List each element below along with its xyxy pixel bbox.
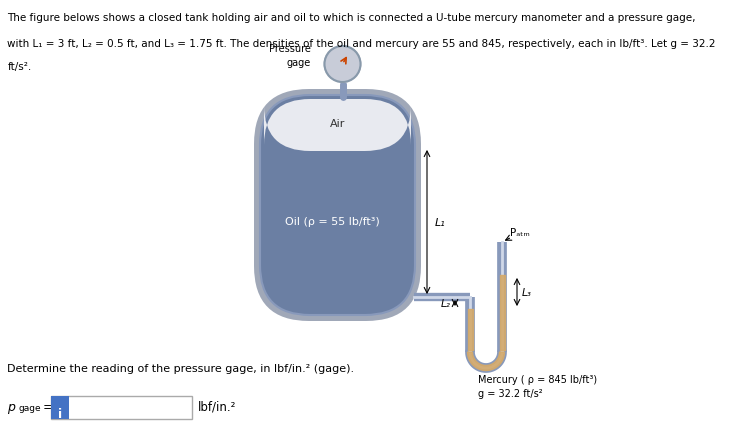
Circle shape xyxy=(325,47,360,83)
Text: Oil (ρ = 55 lb/ft³): Oil (ρ = 55 lb/ft³) xyxy=(285,216,380,227)
FancyBboxPatch shape xyxy=(260,96,415,315)
Text: i: i xyxy=(58,407,62,420)
Text: Mercury ( ρ = 845 lb/ft³)
g = 32.2 ft/s²: Mercury ( ρ = 845 lb/ft³) g = 32.2 ft/s² xyxy=(478,374,597,398)
Text: ft/s².: ft/s². xyxy=(7,62,32,72)
Text: p: p xyxy=(7,400,16,413)
Text: =: = xyxy=(43,400,53,413)
FancyBboxPatch shape xyxy=(254,90,421,321)
Text: Determine the reading of the pressure gage, in lbf/in.² (gage).: Determine the reading of the pressure ga… xyxy=(7,363,354,373)
Text: L₃: L₃ xyxy=(522,287,532,297)
Text: Pₐₜₘ: Pₐₜₘ xyxy=(510,227,530,237)
Polygon shape xyxy=(468,352,504,371)
Text: with L₁ = 3 ft, L₂ = 0.5 ft, and L₃ = 1.75 ft. The densities of the oil and merc: with L₁ = 3 ft, L₂ = 0.5 ft, and L₃ = 1.… xyxy=(7,39,716,49)
Text: L₂: L₂ xyxy=(441,298,451,308)
Text: The figure belows shows a closed tank holding air and oil to which is connected : The figure belows shows a closed tank ho… xyxy=(7,13,696,23)
Text: L₁: L₁ xyxy=(435,218,446,227)
Text: lbf/in.²: lbf/in.² xyxy=(198,400,236,413)
Text: Air: Air xyxy=(330,119,345,129)
Text: gage: gage xyxy=(19,403,41,412)
FancyBboxPatch shape xyxy=(264,100,411,152)
Text: Pressure
gage: Pressure gage xyxy=(269,44,310,68)
